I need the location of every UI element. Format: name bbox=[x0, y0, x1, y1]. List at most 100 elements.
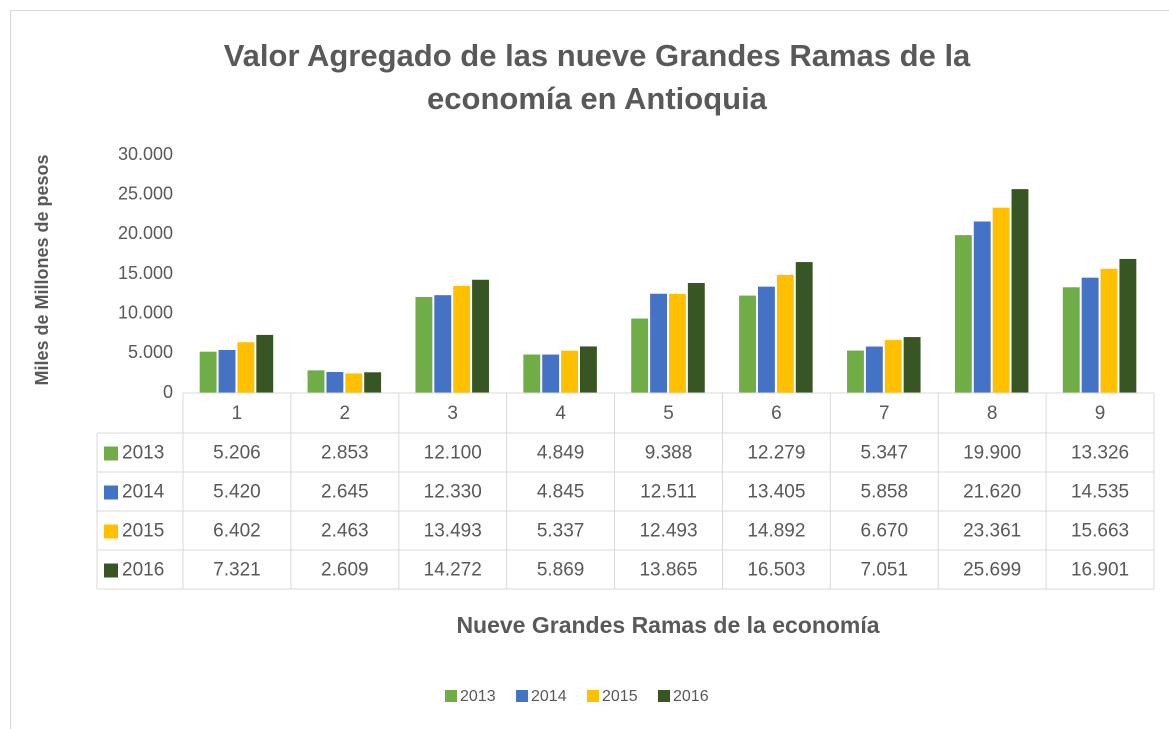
table-cell: 2.463 bbox=[321, 521, 369, 542]
table-cell: 12.279 bbox=[747, 443, 805, 464]
y-tick-label: 15.000 bbox=[118, 263, 173, 283]
bar bbox=[795, 262, 813, 393]
x-tick-label: 9 bbox=[1095, 403, 1106, 424]
bar bbox=[669, 293, 686, 393]
table-cell: 5.337 bbox=[537, 521, 585, 542]
table-legend-key bbox=[104, 485, 118, 500]
table-cell: 2.645 bbox=[321, 482, 369, 503]
table-cell: 13.865 bbox=[639, 560, 697, 581]
table-legend-key bbox=[104, 446, 118, 461]
bar bbox=[776, 274, 794, 393]
bar bbox=[687, 283, 705, 393]
bar bbox=[472, 279, 489, 393]
legend-label: 2014 bbox=[531, 688, 567, 705]
bar bbox=[650, 293, 667, 393]
table-cell: 9.388 bbox=[645, 443, 693, 464]
chart-title: Valor Agregado de las nueve Grandes Rama… bbox=[223, 38, 971, 116]
y-tick-label: 25.000 bbox=[118, 183, 173, 203]
bar bbox=[345, 373, 363, 393]
bar bbox=[1100, 268, 1118, 393]
table-cell: 23.361 bbox=[963, 521, 1021, 542]
table-legend-key bbox=[104, 563, 118, 578]
table-cell: 16.901 bbox=[1071, 560, 1129, 581]
y-tick-label: 20.000 bbox=[118, 223, 173, 243]
x-tick-label: 7 bbox=[879, 403, 890, 424]
bar bbox=[847, 350, 864, 393]
table-cell: 5.420 bbox=[213, 482, 261, 503]
table-cell: 13.326 bbox=[1071, 443, 1129, 464]
y-axis-title: Miles de Millones de pesos bbox=[32, 154, 52, 385]
legend-label: 2013 bbox=[460, 688, 496, 705]
table-cell: 19.900 bbox=[963, 443, 1021, 464]
table-series-name: 2016 bbox=[122, 560, 164, 581]
x-tick-label: 1 bbox=[232, 403, 243, 424]
bar bbox=[237, 342, 255, 393]
bar bbox=[307, 370, 325, 393]
table-cell: 5.869 bbox=[537, 560, 585, 581]
bar bbox=[453, 285, 471, 393]
bar bbox=[973, 221, 991, 393]
table-cell: 14.272 bbox=[424, 560, 482, 581]
x-tick-label: 8 bbox=[987, 403, 998, 424]
bar bbox=[954, 235, 972, 393]
bar bbox=[865, 346, 883, 393]
y-tick-label: 30.000 bbox=[118, 144, 173, 164]
table-cell: 12.493 bbox=[639, 521, 697, 542]
bar bbox=[326, 372, 344, 393]
legend-label: 2016 bbox=[673, 688, 709, 705]
table-cell: 6.402 bbox=[213, 521, 261, 542]
table-cell: 4.845 bbox=[537, 482, 585, 503]
bar bbox=[739, 295, 757, 393]
table-cell: 7.051 bbox=[861, 560, 909, 581]
chart-border bbox=[10, 10, 1169, 729]
bar bbox=[415, 297, 433, 393]
bar bbox=[1062, 287, 1080, 393]
legend-key bbox=[445, 690, 457, 702]
x-tick-label: 4 bbox=[555, 403, 566, 424]
table-cell: 2.609 bbox=[321, 560, 369, 581]
table-cell: 7.321 bbox=[213, 560, 261, 581]
bar bbox=[903, 337, 921, 393]
table-legend-key bbox=[104, 524, 118, 539]
bar bbox=[631, 318, 649, 393]
table-series-name: 2015 bbox=[122, 521, 164, 542]
bar bbox=[218, 350, 236, 393]
table-cell: 5.858 bbox=[861, 482, 909, 503]
x-axis-title: Nueve Grandes Ramas de la economía bbox=[456, 612, 879, 638]
legend-key bbox=[658, 690, 670, 702]
y-tick-label: 10.000 bbox=[118, 302, 173, 322]
x-tick-label: 3 bbox=[447, 403, 458, 424]
bar bbox=[579, 346, 597, 393]
y-tick-label: 5.000 bbox=[128, 342, 173, 362]
x-tick-label: 6 bbox=[771, 403, 782, 424]
table-cell: 2.853 bbox=[321, 443, 369, 464]
table-cell: 4.849 bbox=[537, 443, 585, 464]
bar bbox=[199, 351, 217, 393]
x-tick-label: 5 bbox=[663, 403, 674, 424]
legend-label: 2015 bbox=[602, 688, 638, 705]
legend-key bbox=[516, 690, 528, 702]
table-series-name: 2014 bbox=[122, 482, 165, 503]
bar bbox=[992, 207, 1010, 393]
table-cell: 14.535 bbox=[1071, 482, 1129, 503]
table-series-name: 2013 bbox=[122, 443, 164, 464]
table-cell: 25.699 bbox=[963, 560, 1021, 581]
table-cell: 12.330 bbox=[424, 482, 482, 503]
legend-key bbox=[587, 690, 599, 702]
table-cell: 12.100 bbox=[424, 443, 482, 464]
bar bbox=[884, 340, 902, 393]
bar bbox=[364, 372, 382, 393]
table-cell: 13.405 bbox=[747, 482, 805, 503]
bar bbox=[1119, 258, 1137, 393]
table-cell: 21.620 bbox=[963, 482, 1021, 503]
table-cell: 5.347 bbox=[861, 443, 909, 464]
table-cell: 12.511 bbox=[640, 482, 697, 503]
table-cell: 15.663 bbox=[1071, 521, 1129, 542]
table-cell: 14.892 bbox=[747, 521, 805, 542]
table-cell: 16.503 bbox=[747, 560, 805, 581]
y-tick-label: 0 bbox=[163, 382, 173, 402]
bar bbox=[758, 286, 775, 393]
table-cell: 13.493 bbox=[424, 521, 482, 542]
